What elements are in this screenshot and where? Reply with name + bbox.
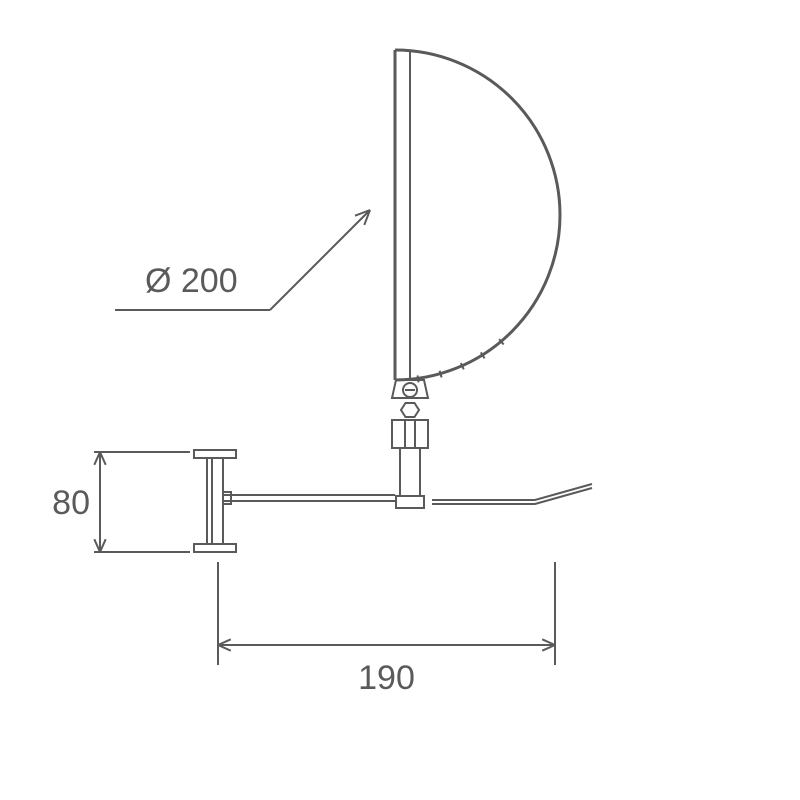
label-depth: 190 <box>358 659 415 697</box>
dimension-drawing: Ø 200 80 190 <box>0 0 800 800</box>
label-diameter: Ø 200 <box>145 262 238 300</box>
label-base-height: 80 <box>52 484 90 522</box>
